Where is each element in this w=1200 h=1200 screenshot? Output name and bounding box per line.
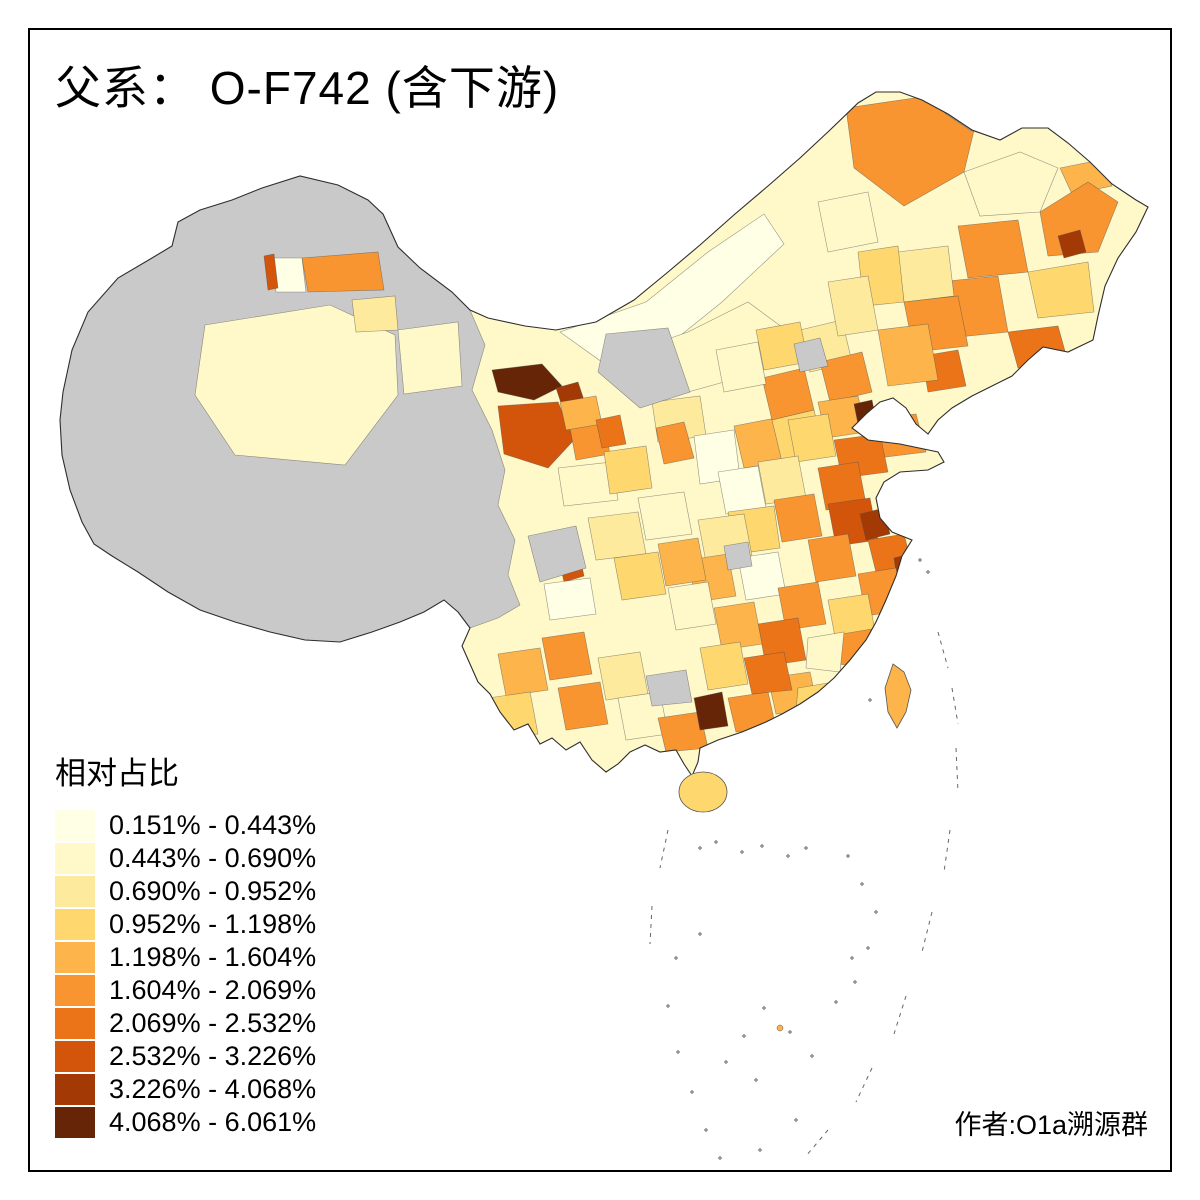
legend-label: 2.532% - 3.226% (109, 1041, 317, 1071)
legend-label: 1.198% - 1.604% (109, 942, 317, 972)
map-region (557, 461, 619, 507)
map-region (819, 351, 873, 403)
legend-label: 0.443% - 0.690% (109, 843, 317, 873)
map-region (263, 253, 279, 291)
map-region (557, 681, 609, 731)
map-region (301, 251, 385, 293)
map-region (657, 537, 707, 587)
map-region (613, 551, 667, 601)
legend-swatch (55, 876, 95, 907)
legend-row: 2.069% - 2.532% (55, 1007, 316, 1040)
legend-label: 3.226% - 4.068% (109, 1074, 317, 1104)
legend: 相对占比 0.151% - 0.443% 0.443% - 0.690% 0.690… (55, 748, 316, 1139)
legend-label: 0.952% - 1.198% (109, 909, 317, 939)
legend-row: 0.443% - 0.690% (55, 842, 316, 875)
legend-row: 0.151% - 0.443% (55, 809, 316, 842)
author-credit: 作者:O1a溯源群 (954, 1110, 1148, 1140)
map-region (853, 399, 877, 425)
legend-row: 1.604% - 2.069% (55, 974, 316, 1007)
map-region (805, 631, 845, 673)
map-region (597, 651, 649, 701)
map-region (807, 533, 857, 583)
map-region-nodata (793, 337, 829, 373)
map-region (397, 321, 463, 395)
map-region (877, 323, 939, 387)
map-region (1007, 325, 1069, 369)
map-region (867, 533, 913, 573)
map-region (595, 414, 627, 449)
taiwan-region (884, 663, 912, 729)
map-region (667, 581, 717, 631)
map-region (1057, 229, 1087, 259)
colored-islet (776, 1024, 784, 1032)
map-region (717, 465, 767, 515)
legend-swatch (55, 942, 95, 973)
legend-label: 0.690% - 0.952% (109, 876, 317, 906)
legend-swatch (55, 1074, 95, 1105)
map-region (603, 445, 653, 495)
legend-swatch (55, 1041, 95, 1072)
map-region (897, 245, 955, 303)
china-outline (59, 91, 1149, 778)
map-region-nodata (645, 669, 693, 707)
legend-label: 4.068% - 6.061% (109, 1107, 317, 1137)
map-region (787, 413, 837, 463)
map-region-nodata (723, 541, 753, 571)
nine-dash-line (649, 631, 959, 1157)
legend-swatch (55, 810, 95, 841)
legend-swatch (55, 909, 95, 940)
legend-swatch (55, 1008, 95, 1039)
map-region (655, 421, 695, 465)
map-region-nodata (597, 327, 691, 409)
legend-row: 2.532% - 3.226% (55, 1040, 316, 1073)
map-region (957, 219, 1029, 279)
map-region (777, 581, 827, 631)
map-region-nodata (527, 525, 587, 583)
legend-rows: 0.151% - 0.443% 0.443% - 0.690% 0.690% - 0… (55, 809, 316, 1139)
map-region (587, 511, 647, 561)
map-region (487, 691, 539, 741)
legend-label: 2.069% - 2.532% (109, 1008, 317, 1038)
legend-row: 1.198% - 1.604% (55, 941, 316, 974)
map-region (713, 601, 763, 651)
legend-swatch (55, 975, 95, 1006)
map-region (491, 363, 563, 401)
map-region (543, 577, 597, 621)
map-region (727, 691, 777, 733)
map-region (497, 647, 549, 697)
legend-row: 3.226% - 4.068% (55, 1073, 316, 1106)
map-region (351, 295, 399, 333)
legend-title: 相对占比 (55, 756, 179, 791)
south-china-sea-islets (666, 558, 930, 1160)
map-region (773, 493, 823, 543)
map-region (497, 401, 575, 469)
map-region (637, 491, 693, 541)
map-region (693, 691, 729, 731)
map-region (194, 304, 399, 466)
legend-swatch (55, 843, 95, 874)
legend-swatch (55, 1107, 95, 1138)
map-region (699, 641, 749, 691)
map-region (715, 341, 767, 393)
hainan-region (678, 771, 728, 813)
map-region (743, 651, 793, 695)
legend-row: 4.068% - 6.061% (55, 1106, 316, 1139)
legend-row: 0.690% - 0.952% (55, 875, 316, 908)
map-region (963, 151, 1059, 217)
legend-label: 1.604% - 2.069% (109, 975, 317, 1005)
map-region (893, 553, 917, 601)
map-region (817, 191, 879, 253)
page-title: 父系： O-F742 (含下游) (55, 62, 560, 114)
map-region (1027, 261, 1095, 319)
legend-label: 0.151% - 0.443% (109, 810, 317, 840)
legend-row: 0.952% - 1.198% (55, 908, 316, 941)
map-region (541, 631, 593, 681)
map-region (559, 395, 603, 431)
mainland-regions (60, 92, 1148, 776)
